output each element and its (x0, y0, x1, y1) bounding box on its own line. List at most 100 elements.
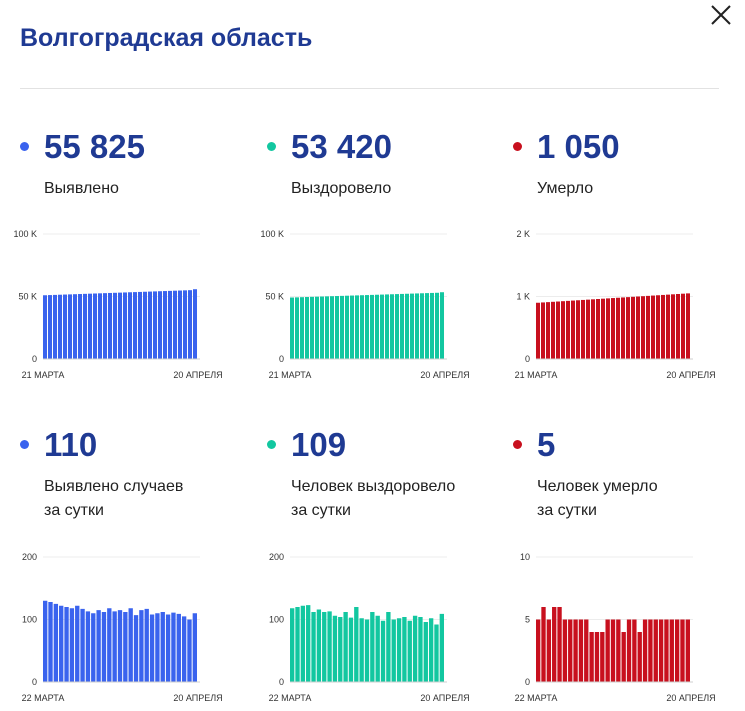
bar (160, 612, 165, 682)
bar (360, 295, 364, 359)
y-tick-label: 1 K (516, 292, 530, 302)
bar (386, 612, 391, 682)
bar (562, 619, 568, 682)
bar (133, 615, 139, 683)
bar (171, 612, 176, 683)
bar (181, 616, 187, 683)
y-tick-label: 10 (520, 552, 530, 562)
stat-label: Человек выздоровело за сутки (291, 475, 455, 523)
bar (656, 295, 660, 359)
bar (605, 619, 610, 682)
bar (420, 293, 424, 359)
bar (552, 607, 557, 682)
bar (546, 619, 552, 682)
bar (402, 617, 407, 682)
bar (641, 296, 645, 359)
bar (144, 608, 149, 683)
bar (637, 632, 642, 682)
bar (594, 632, 600, 682)
bar (581, 299, 585, 359)
bar (48, 602, 53, 682)
bar (439, 613, 444, 683)
bar (621, 297, 625, 359)
bar (80, 608, 85, 683)
bar (610, 619, 616, 682)
bar (370, 294, 374, 359)
page-title: Волгоградская область (20, 24, 313, 52)
bar (666, 294, 670, 360)
bar (626, 619, 632, 682)
y-tick-label: 200 (22, 552, 37, 562)
y-tick-label: 0 (279, 354, 284, 364)
bar (430, 292, 434, 359)
bar (327, 611, 332, 683)
stat-label-line2: за сутки (537, 502, 597, 519)
bar (53, 294, 57, 359)
bar (315, 296, 319, 359)
blue-dot-icon (20, 440, 29, 449)
bar (365, 295, 369, 359)
bar (58, 294, 62, 359)
bar (118, 292, 122, 360)
x-tick-label-end: 20 АПРЕЛЯ (173, 693, 222, 703)
bar (188, 290, 192, 359)
y-tick-label: 100 K (13, 229, 37, 239)
stat-label: Человек умерло за сутки (537, 475, 658, 523)
stat-label: Умерло (537, 180, 594, 197)
x-tick-label-start: 21 МАРТА (22, 370, 65, 380)
y-tick-label: 100 (269, 615, 284, 625)
y-tick-label: 50 K (18, 292, 37, 302)
close-icon[interactable] (708, 2, 734, 28)
bar (423, 622, 428, 682)
bar (108, 292, 112, 359)
bar (96, 610, 101, 683)
bar (83, 293, 87, 359)
bar (173, 290, 177, 359)
bar (78, 294, 82, 359)
bar (158, 291, 162, 359)
bar (573, 619, 578, 682)
bar (400, 293, 404, 359)
bar (183, 290, 187, 359)
bar (98, 293, 102, 359)
bar (300, 605, 306, 682)
bar (107, 608, 112, 682)
bar (561, 301, 565, 359)
bar (85, 611, 91, 683)
bar (93, 293, 97, 359)
bar (566, 300, 570, 360)
bar (642, 619, 648, 682)
bar (117, 610, 123, 683)
bar (88, 293, 92, 359)
green-dot-icon (267, 142, 276, 151)
bar (410, 293, 414, 359)
bar (340, 295, 344, 360)
x-tick-label-end: 20 АПРЕЛЯ (173, 370, 222, 380)
bar (611, 298, 615, 359)
bar (616, 297, 620, 359)
bar (681, 293, 685, 359)
bar (428, 618, 434, 682)
bar (192, 613, 197, 682)
stat-label-line1: Человек умерло (537, 478, 658, 495)
y-tick-label: 0 (525, 354, 530, 364)
bar (586, 299, 590, 360)
bar (103, 293, 107, 359)
bar (385, 294, 389, 359)
bar (155, 613, 160, 682)
bar (165, 614, 171, 682)
bar (380, 620, 386, 682)
y-tick-label: 0 (279, 677, 284, 687)
bar (53, 603, 59, 683)
bar (648, 619, 653, 682)
bar (576, 300, 580, 359)
y-tick-label: 100 K (260, 229, 284, 239)
bar (626, 297, 630, 360)
bar (676, 294, 680, 359)
bar (646, 295, 650, 360)
bar (636, 296, 640, 359)
bar (345, 295, 349, 359)
bar (375, 294, 379, 359)
x-tick-label-start: 21 МАРТА (269, 370, 312, 380)
x-tick-label-start: 22 МАРТА (515, 693, 558, 703)
